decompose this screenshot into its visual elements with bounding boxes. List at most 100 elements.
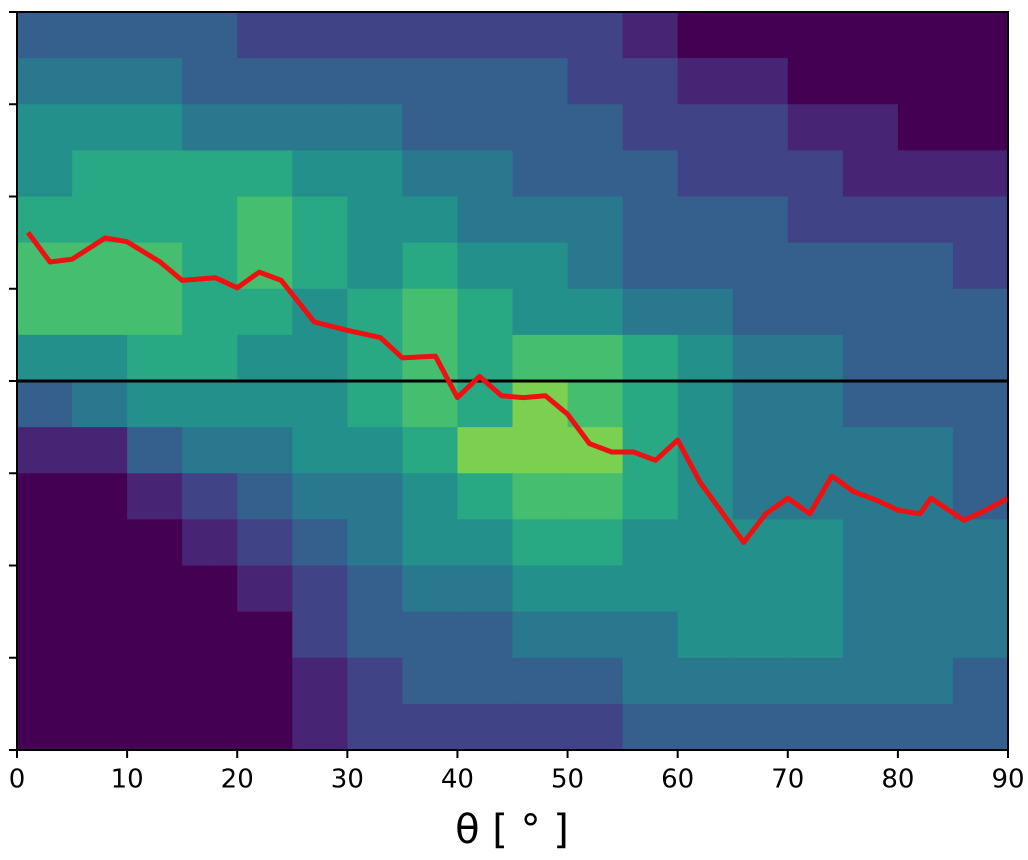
heatmap-cell	[72, 427, 128, 474]
heatmap-cell	[622, 12, 679, 59]
heatmap-cell	[622, 611, 679, 659]
heatmap-cell	[677, 12, 734, 59]
heatmap-cell	[512, 473, 569, 520]
heatmap-cell	[17, 334, 73, 382]
heatmap-cell	[17, 703, 73, 751]
x-tick-label: 10	[111, 765, 144, 795]
heatmap-cell	[17, 104, 73, 151]
heatmap-cell	[402, 242, 458, 290]
heatmap-cell	[567, 519, 624, 566]
heatmap-cell	[842, 334, 899, 382]
heatmap-cell	[567, 703, 624, 751]
heatmap-cell	[292, 565, 348, 613]
heatmap-cell	[402, 473, 458, 520]
heatmap-cell	[17, 565, 73, 613]
heatmap-cell	[677, 427, 734, 474]
heatmap-cell	[127, 104, 183, 151]
heatmap-cell	[787, 657, 844, 705]
heatmap-cell	[952, 12, 1009, 59]
heatmap-cell	[127, 334, 183, 382]
heatmap-cell	[72, 565, 128, 613]
heatmap-cell	[897, 611, 954, 659]
heatmap-cell	[842, 104, 899, 151]
heatmap-cell	[787, 150, 844, 197]
heatmap-cell	[732, 381, 789, 428]
heatmap-cell	[842, 703, 899, 751]
heatmap-cell	[17, 657, 73, 705]
heatmap-cell	[787, 196, 844, 244]
heatmap-cell	[567, 657, 624, 705]
heatmap-cell	[347, 611, 403, 659]
heatmap-cell	[292, 611, 348, 659]
heatmap-cell	[72, 242, 128, 290]
heatmap-cell	[347, 58, 403, 105]
heatmap-cell	[17, 519, 73, 566]
heatmap-cell	[677, 657, 734, 705]
heatmap-cell	[17, 242, 73, 290]
heatmap-cell	[567, 242, 624, 290]
heatmap-cell	[292, 703, 348, 751]
heatmap-cell	[292, 657, 348, 705]
heatmap-cell	[952, 58, 1009, 105]
heatmap-cell	[347, 196, 403, 244]
heatmap-cell	[732, 58, 789, 105]
heatmap-cell	[622, 334, 679, 382]
heatmap-cell	[457, 565, 513, 613]
x-tick-label: 0	[9, 765, 26, 795]
heatmap-cell	[347, 242, 403, 290]
heatmap-cell	[567, 150, 624, 197]
heatmap-cell	[732, 427, 789, 474]
heatmap-cell	[622, 242, 679, 290]
heatmap-cell	[347, 12, 403, 59]
heatmap-cell	[567, 334, 624, 382]
heatmap-cell	[292, 150, 348, 197]
heatmap-cell	[72, 334, 128, 382]
heatmap-cell	[347, 104, 403, 151]
heatmap-cell	[182, 104, 238, 151]
heatmap-cell	[952, 611, 1009, 659]
series-line	[25, 231, 1010, 545]
heatmap-cell	[677, 104, 734, 151]
heatmap-cell	[17, 611, 73, 659]
heatmap-cell	[292, 427, 348, 474]
heatmap-cell	[952, 565, 1009, 613]
heatmap-cell	[182, 12, 238, 59]
heatmap-cell	[842, 58, 899, 105]
heatmap-cell	[402, 12, 458, 59]
heatmap-cell	[787, 288, 844, 336]
heatmap-cell	[787, 611, 844, 659]
heatmap-cell	[237, 703, 293, 751]
heatmap-cell	[677, 611, 734, 659]
heatmap-cell	[292, 381, 348, 428]
heatmap-cell	[292, 519, 348, 566]
heatmap-cell	[237, 565, 293, 613]
heatmap-cell	[72, 703, 128, 751]
heatmap-cell	[347, 565, 403, 613]
heatmap-cell	[622, 288, 679, 336]
heatmap-cell	[292, 58, 348, 105]
heatmap-cell	[897, 703, 954, 751]
heatmap-cell	[567, 565, 624, 613]
heatmap-cell	[732, 104, 789, 151]
heatmap-cell	[72, 657, 128, 705]
heatmap-cell	[182, 657, 238, 705]
heatmap-cell	[182, 381, 238, 428]
heatmap-cell	[347, 381, 403, 428]
heatmap-cell	[402, 150, 458, 197]
heatmap-cell	[512, 565, 569, 613]
heatmap-cell	[237, 12, 293, 59]
heatmap-cell	[567, 12, 624, 59]
heatmap-cell	[347, 427, 403, 474]
heatmap-cell	[732, 703, 789, 751]
heatmap-cell	[897, 519, 954, 566]
heatmap-cell	[622, 519, 679, 566]
heatmap-cell	[512, 58, 569, 105]
heatmap-cell	[787, 565, 844, 613]
heatmap-cell	[677, 288, 734, 336]
heatmap-cell	[952, 288, 1009, 336]
heatmap-cell	[952, 703, 1009, 751]
heatmap-cell	[182, 473, 238, 520]
heatmap-cell	[897, 58, 954, 105]
heatmap-cell	[127, 242, 183, 290]
